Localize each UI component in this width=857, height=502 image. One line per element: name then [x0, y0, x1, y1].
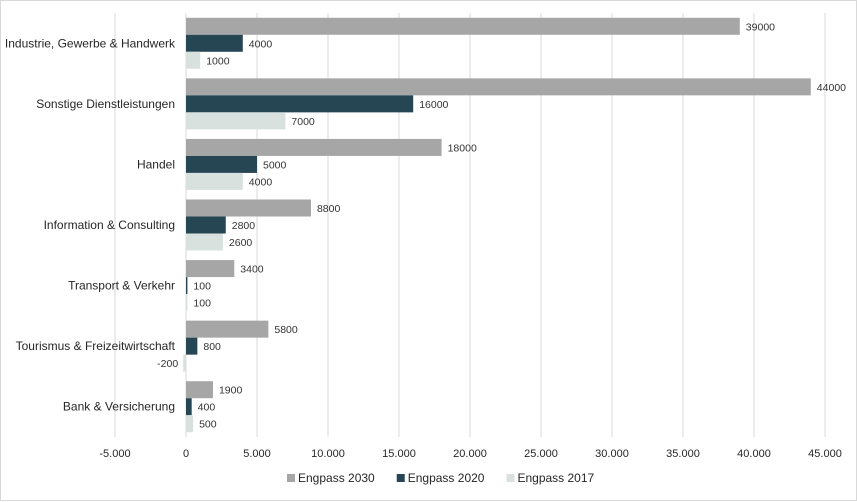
legend-label: Engpass 2020: [408, 471, 485, 485]
bar: [186, 155, 257, 173]
data-label: 8800: [317, 203, 341, 215]
data-label: 500: [199, 419, 217, 431]
data-label: 400: [198, 402, 216, 414]
category-label: Tourismus & Freizeitwirtschaft: [16, 339, 176, 353]
bar: [186, 112, 286, 130]
data-label: 18000: [448, 142, 477, 154]
legend-swatch: [287, 474, 295, 482]
bar: [186, 415, 194, 433]
bar: [186, 17, 740, 35]
data-label: 4000: [249, 38, 273, 50]
bar: [186, 320, 269, 338]
category-label: Transport & Verkehr: [68, 279, 175, 293]
legend: Engpass 2030 Engpass 2020 Engpass 2017: [287, 471, 595, 485]
bars-layer: [183, 17, 811, 433]
bar: [183, 354, 186, 372]
data-label: 44000: [817, 82, 846, 94]
data-label: 4000: [249, 176, 273, 188]
data-label: 1900: [219, 385, 243, 397]
x-tick-label: 25.000: [524, 448, 558, 460]
bar: [186, 199, 311, 217]
legend-label: Engpass 2017: [517, 471, 594, 485]
category-label: Information & Consulting: [44, 218, 175, 232]
x-tick-label: 40.000: [737, 448, 771, 460]
bar: [186, 294, 188, 312]
x-tick-label: 0: [183, 448, 189, 460]
data-label: -200: [157, 358, 178, 370]
data-label: 7000: [291, 116, 315, 128]
data-label: 16000: [419, 99, 448, 111]
category-label: Bank & Versicherung: [63, 400, 175, 414]
data-label: 1000: [206, 55, 230, 67]
legend-swatch: [396, 474, 405, 482]
labels-layer: -5.000 0 5.000 10.000 15.000 20.000 25.000 30.0…: [5, 21, 846, 460]
category-label: Industrie, Gewerbe & Handwerk: [5, 36, 176, 50]
x-tick-label: 5.000: [243, 448, 271, 460]
x-tick-label: 20.000: [453, 448, 487, 460]
bar: [186, 260, 235, 278]
data-label: 5800: [274, 324, 298, 336]
bar: [186, 233, 223, 251]
bar: [186, 337, 198, 355]
data-label: 39000: [746, 21, 775, 33]
bar: [186, 95, 414, 113]
x-tick-label: 30.000: [595, 448, 629, 460]
data-label: 100: [193, 281, 211, 293]
x-tick-label: 15.000: [382, 448, 416, 460]
x-tick-label: 10.000: [311, 448, 345, 460]
data-label: 5000: [263, 159, 287, 171]
category-label: Sonstige Dienstleistungen: [36, 97, 175, 111]
data-label: 2800: [232, 220, 256, 232]
bar: [186, 34, 243, 52]
bar: [186, 78, 811, 96]
bar: [186, 398, 192, 416]
x-tick-label: -5.000: [99, 448, 130, 460]
data-label: 100: [193, 298, 211, 310]
x-tick-label: 35.000: [666, 448, 700, 460]
data-label: 2600: [229, 237, 253, 249]
category-label: Handel: [137, 157, 175, 171]
legend-label: Engpass 2030: [298, 471, 375, 485]
legend-swatch: [506, 474, 515, 482]
bar: [186, 381, 213, 399]
bar: [186, 277, 188, 295]
bar: [186, 216, 226, 234]
data-label: 3400: [240, 264, 264, 276]
bar: [186, 172, 243, 190]
bar: [186, 51, 201, 69]
x-tick-label: 45.000: [808, 448, 842, 460]
bar: [186, 138, 442, 156]
data-label: 800: [203, 341, 221, 353]
